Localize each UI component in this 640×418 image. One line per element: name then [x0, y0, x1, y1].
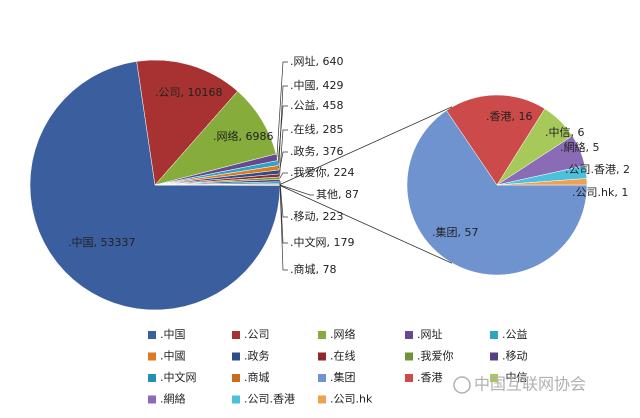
- data-label: .政务, 376: [290, 144, 344, 158]
- connector-line: [279, 185, 453, 264]
- legend-swatch: [232, 331, 240, 339]
- pie-slice: [406, 110, 588, 276]
- watermark-text: 中国互联网协会: [474, 375, 586, 394]
- data-label: .公司, 10168: [155, 86, 222, 99]
- data-label: .公司.香港, 2: [565, 163, 630, 176]
- data-label: .香港, 16: [486, 110, 533, 123]
- data-label: .中國, 429: [290, 79, 344, 92]
- data-label: .在线, 285: [290, 122, 344, 136]
- leader-line: [279, 180, 288, 218]
- legend-swatch: [405, 374, 413, 382]
- data-label: 其他, 87: [316, 188, 359, 201]
- legend-swatch: [318, 331, 326, 339]
- leader-line: [278, 85, 288, 168]
- legend-swatch: [148, 374, 156, 382]
- data-label: .网址, 640: [290, 54, 344, 68]
- pie-slice: [136, 59, 238, 186]
- legend-swatch: [148, 331, 156, 339]
- legend-swatch: [318, 374, 326, 382]
- legend-label: .集团: [330, 370, 356, 384]
- legend-swatch: [405, 331, 413, 339]
- legend-swatch: [318, 395, 326, 404]
- data-label: .中文网, 179: [290, 235, 355, 249]
- legend-label: .商城: [244, 370, 270, 384]
- plot: .中国, 53337 .公司, 10168 .网络, 6986 .网址, 640 .公益…: [29, 54, 630, 406]
- legend-swatch: [148, 352, 156, 361]
- legend-label: .中文网: [160, 370, 197, 384]
- leader-line: [279, 184, 288, 271]
- pie-slice: [496, 178, 588, 186]
- legend-label: .中信: [502, 371, 528, 384]
- legend-label: .網絡: [160, 392, 186, 406]
- data-label: .公司.hk, 1: [572, 186, 628, 199]
- legend-label: .在线: [330, 349, 356, 363]
- legend-label: .公司.hk: [330, 393, 373, 406]
- leader-line: [276, 61, 288, 158]
- data-label: .中国, 53337: [68, 236, 135, 249]
- legend-label: .网址: [417, 327, 443, 341]
- leader-line: [279, 184, 314, 196]
- data-label: .集团, 57: [432, 225, 479, 239]
- leader-line: [279, 172, 288, 179]
- legend-label: .移动: [502, 350, 528, 363]
- data-label: .移动, 223: [290, 210, 344, 223]
- legend-swatch: [405, 352, 413, 361]
- legend-label: .中國: [160, 350, 186, 363]
- pie-slice: [446, 94, 546, 186]
- data-label: .公益, 458: [290, 98, 344, 112]
- legend-label: .公益: [502, 327, 528, 341]
- watermark-icon: [453, 376, 471, 394]
- data-label: .网络, 6986: [213, 129, 273, 143]
- data-label: .商城, 78: [290, 262, 337, 276]
- legend-swatch: [232, 395, 240, 404]
- data-label: .網絡, 5: [560, 140, 600, 154]
- legend-swatch: [318, 352, 326, 361]
- pie-slice: [29, 61, 281, 311]
- legend-label: .公司: [244, 328, 270, 341]
- legend-swatch: [232, 374, 240, 382]
- connector-line: [279, 106, 453, 185]
- legend-swatch: [148, 395, 156, 404]
- watermark: 中国互联网协会: [453, 375, 586, 394]
- legend-swatch: [490, 331, 498, 339]
- legend-swatch: [232, 352, 240, 361]
- legend-label: .香港: [417, 371, 443, 384]
- legend-label: .公司.香港: [244, 393, 295, 406]
- legend-label: .中国: [160, 328, 186, 341]
- legend-swatch: [490, 352, 498, 361]
- legend-swatch: [490, 374, 498, 382]
- legend-label: .网络: [330, 327, 356, 341]
- legend-label: .政务: [244, 349, 270, 363]
- data-label: .中信, 6: [545, 126, 585, 139]
- legend-label: .我爱你: [417, 350, 454, 363]
- leader-line: [279, 129, 288, 176]
- data-label: .我爱你, 224: [290, 166, 355, 179]
